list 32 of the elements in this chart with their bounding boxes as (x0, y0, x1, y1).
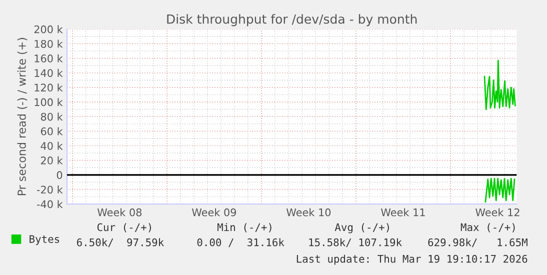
legend-label: Bytes (30, 235, 60, 245)
text: Last update: Thu Mar 19 19:10:17 2026 (296, 254, 528, 265)
text: Max (-/+) (460, 223, 515, 232)
y-tick-label: 100 k (34, 98, 63, 106)
y-tick-label: 160 k (34, 54, 63, 62)
y-tick-label: -40 k (36, 200, 63, 208)
text: 6.50k/ 97.59k (76, 238, 164, 248)
y-tick-label: 80 k (40, 112, 63, 121)
x-tick-label: Week 09 (192, 208, 236, 216)
line-series (484, 178, 516, 203)
y-tick-label: 60 k (40, 127, 63, 136)
x-tick-label: Week 08 (97, 208, 142, 216)
text: Avg (-/+) (334, 223, 389, 234)
text: 629.98k/ 1.65M (428, 238, 528, 248)
y-tick-label: 180 k (34, 40, 63, 48)
y-axis-title: Pr second read (-) / write (+) (17, 38, 28, 196)
y-tick-label: -20 k (36, 186, 63, 194)
x-tick-label: Week 10 (286, 208, 331, 216)
text: Cur (-/+) (97, 223, 151, 232)
line-series (484, 60, 516, 110)
y-tick-label: 20 k (41, 156, 63, 164)
text: Min (-/+) (217, 223, 272, 232)
y-tick-label: 140 k (34, 68, 63, 77)
text: 0.00 / 31.16k (197, 238, 284, 248)
text: 15.58k/ 107.19k (309, 238, 402, 248)
x-tick-label: Week 11 (381, 208, 425, 216)
x-tick-label: Week 12 (476, 208, 520, 216)
y-tick-label: 200 k (34, 25, 63, 34)
chart-title: Disk throughput for /dev/sda - by month (167, 14, 417, 26)
y-tick-label: 0 (56, 171, 62, 180)
y-tick-label: 120 k (34, 83, 63, 92)
y-tick-label: 40 k (40, 142, 63, 150)
